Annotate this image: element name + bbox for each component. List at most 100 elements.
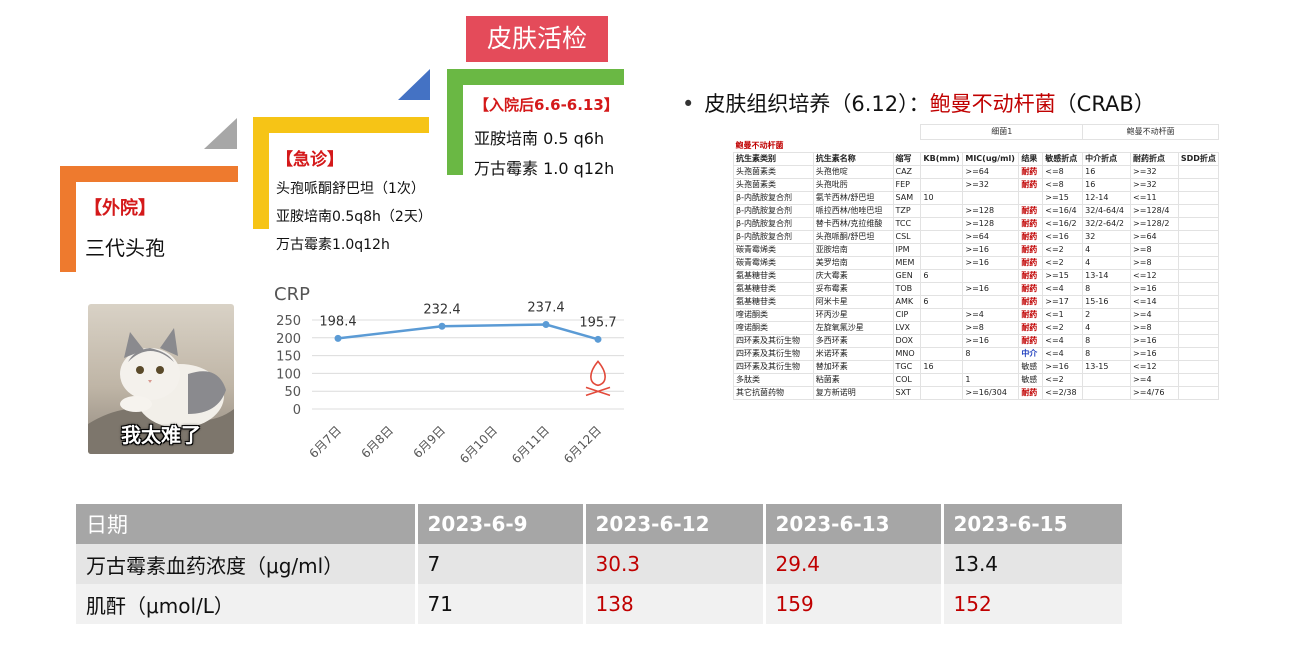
table-cell xyxy=(920,165,964,179)
table-cell: 15-16 xyxy=(1082,295,1132,309)
table-cell: 7 xyxy=(414,544,584,584)
table-cell xyxy=(920,386,964,400)
x-tick-label: 6月9日 xyxy=(410,423,448,461)
table-cell xyxy=(1177,165,1220,179)
table-cell: 粘菌素 xyxy=(812,373,894,387)
table-cell: 耐药 xyxy=(1018,282,1044,296)
table-cell: 12-14 xyxy=(1082,191,1132,205)
table-cell: >=4/76 xyxy=(1130,386,1179,400)
crp-chart-svg: CRP 0 50 100 150 200 250 6月7日 6月8日 6月9日 6月10日 6月11日… xyxy=(274,284,624,466)
table-cell: >=128/4 xyxy=(1130,204,1179,218)
table-cell: >=8 xyxy=(1130,321,1179,335)
table-row: 碳青霉烯类 亚胺培南 IPM >=16 耐药 <=2 4 >=8 xyxy=(733,243,1220,257)
table-cell: β-内酰胺复合剂 xyxy=(733,204,814,218)
table-cell: 13.4 xyxy=(940,544,1122,584)
table-cell: 替加环素 xyxy=(812,360,894,374)
table-cell: >=16 xyxy=(1042,360,1084,374)
table-cell xyxy=(920,282,964,296)
table-cell: TGC xyxy=(892,360,922,374)
table-cell: 米诺环素 xyxy=(812,347,894,361)
table-cell xyxy=(1082,373,1132,387)
er-step-bar-top xyxy=(253,117,429,133)
table-cell: CSL xyxy=(892,230,922,244)
table-row: 万古霉素血药浓度（μg/ml） 7 30.3 29.4 13.4 xyxy=(76,544,1122,584)
table-row: 多肽类 粘菌素 COL 1 敏感 <=2 >=4 xyxy=(733,373,1220,387)
cat-icon xyxy=(88,328,234,454)
table-cell: CIP xyxy=(892,308,922,322)
bacteria-name-cell: 鲍曼不动杆菌 xyxy=(1082,124,1219,140)
table-cell: 复方新诺明 xyxy=(812,386,894,400)
organism-row-label: 鲍曼不动杆菌 xyxy=(735,141,784,150)
organism-row: 鲍曼不动杆菌 xyxy=(734,140,1219,153)
table-cell xyxy=(962,360,1020,374)
table-cell: 碳青霉烯类 xyxy=(733,256,814,270)
table-cell: 耐药 xyxy=(1018,165,1044,179)
susceptibility-table: 细菌1 鲍曼不动杆菌 鲍曼不动杆菌 抗生素类别 抗生素名称 缩写 KB(mm) MIC(… xyxy=(733,124,1220,400)
table-cell: <=16/2 xyxy=(1042,217,1084,231)
table-cell: >=16 xyxy=(962,334,1020,348)
table-cell xyxy=(920,373,964,387)
table-cell xyxy=(920,321,964,335)
table-cell xyxy=(1177,204,1220,218)
table-cell: <=8 xyxy=(1042,165,1084,179)
table-cell: 29.4 xyxy=(762,544,942,584)
table-row: β-内酰胺复合剂 替卡西林/克拉维酸 TCC >=128 耐药 <=16/2 32/2-64… xyxy=(733,217,1220,231)
table-cell xyxy=(1177,334,1220,348)
bacteria-number-cell: 细菌1 xyxy=(920,124,1084,140)
table-cell: <=2 xyxy=(1042,256,1084,270)
table-cell: 四环素及其衍生物 xyxy=(733,347,814,361)
x-tick-label: 6月10日 xyxy=(457,423,500,466)
table-cell: 头孢菌素类 xyxy=(733,178,814,192)
table-cell: SAM xyxy=(892,191,922,205)
table-cell: <=8 xyxy=(1042,178,1084,192)
table-row: 喹诺酮类 环丙沙星 CIP >=4 耐药 <=1 2 >=4 xyxy=(733,308,1220,322)
table-cell: 4 xyxy=(1082,321,1132,335)
er-drug: 亚胺培南0.5q8h（2天） xyxy=(276,209,432,225)
table-row: 四环素及其衍生物 米诺环素 MNO 8 中介 <=4 8 >=16 xyxy=(733,347,1220,361)
column-header: 抗生素类别 xyxy=(733,152,814,166)
table-cell xyxy=(1177,360,1220,374)
column-header: SDD折点 xyxy=(1177,152,1220,166)
crp-chart: CRP 0 50 100 150 200 250 6月7日 6月8日 6月9日 6月10日 6月11日… xyxy=(256,278,626,478)
table-cell: >=4 xyxy=(962,308,1020,322)
table-cell: >=16/304 xyxy=(962,386,1020,400)
table-cell: MEM xyxy=(892,256,922,270)
table-cell: 4 xyxy=(1082,256,1132,270)
admit-step-bar xyxy=(447,69,463,175)
crp-data-point xyxy=(594,335,602,343)
table-row: 氨基糖苷类 庆大霉素 GEN 6 耐药 >=15 13-14 <=12 xyxy=(733,269,1220,283)
table-cell: 氨苄西林/舒巴坦 xyxy=(812,191,894,205)
table-cell xyxy=(1177,373,1220,387)
table-cell: 多西环素 xyxy=(812,334,894,348)
table-cell: 耐药 xyxy=(1018,204,1044,218)
table-cell: FEP xyxy=(892,178,922,192)
crp-data-label: 195.7 xyxy=(579,315,616,330)
table-cell xyxy=(920,347,964,361)
admit-step-bar-top xyxy=(447,69,624,85)
table-cell xyxy=(1177,269,1220,283)
table-row: β-内酰胺复合剂 头孢哌酮/舒巴坦 CSL >=64 耐药 <=16 32 >=64 xyxy=(733,230,1220,244)
table-cell: MNO xyxy=(892,347,922,361)
table-cell: 13-14 xyxy=(1082,269,1132,283)
table-cell: SXT xyxy=(892,386,922,400)
table-cell: 妥布霉素 xyxy=(812,282,894,296)
table-cell xyxy=(920,308,964,322)
blue-triangle-decoration xyxy=(398,69,430,100)
table-cell: >=32 xyxy=(1130,178,1179,192)
table-cell: 8 xyxy=(962,347,1020,361)
table-cell xyxy=(962,269,1020,283)
table-cell xyxy=(1177,230,1220,244)
table-cell: >=16 xyxy=(962,282,1020,296)
column-header: MIC(ug/ml) xyxy=(962,152,1020,166)
column-header: 抗生素名称 xyxy=(812,152,894,166)
table-cell: >=64 xyxy=(962,165,1020,179)
table-cell: 152 xyxy=(940,584,1122,624)
table-cell: 庆大霉素 xyxy=(812,269,894,283)
table-cell: 敏感 xyxy=(1018,360,1044,374)
table-cell xyxy=(920,178,964,192)
table-row: 四环素及其衍生物 多西环素 DOX >=16 耐药 <=4 8 >=16 xyxy=(733,334,1220,348)
er-step-bar xyxy=(253,117,269,229)
table-cell: 头孢吡肟 xyxy=(812,178,894,192)
table-cell: 10 xyxy=(920,191,964,205)
table-cell: TZP xyxy=(892,204,922,218)
